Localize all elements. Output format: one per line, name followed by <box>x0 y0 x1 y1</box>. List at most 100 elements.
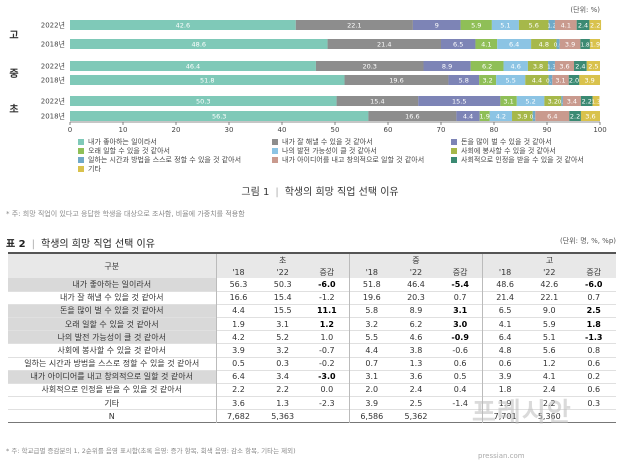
bar-segment <box>544 96 562 106</box>
sub-header: 증감 <box>304 266 350 279</box>
segment-label: 3.9 <box>517 113 527 121</box>
legend-swatch <box>272 157 278 163</box>
table-cell: 5.6 <box>542 345 556 355</box>
row-label: 일하는 시간과 방법을 스스로 정할 수 있을 것 같아서 <box>24 359 200 369</box>
table-cell: -1.3 <box>585 332 603 342</box>
table-cell: 1.8 <box>482 383 528 397</box>
bar-segment <box>456 111 480 121</box>
bar-segment <box>470 61 504 71</box>
table-cell: -1.2 <box>319 293 335 303</box>
table-cell: 1.2 <box>542 359 556 369</box>
bar-segment <box>489 111 513 121</box>
bar-segment <box>586 61 600 71</box>
bar-segment <box>576 20 590 30</box>
segment-label: 6.5 <box>453 41 463 49</box>
legend-swatch <box>451 139 457 145</box>
sub-header: 증감 <box>571 266 616 279</box>
table-cell: 6.4 <box>215 370 261 384</box>
table-cell: 0.7 <box>453 293 467 303</box>
table-row: N 7,682 5,363 6,586 5,362 7,701 5,360 <box>8 409 616 423</box>
table-cell: 0.7 <box>348 357 394 371</box>
table-cell: 0.0 <box>320 385 334 395</box>
table-number: 표 2 <box>6 239 26 250</box>
legend-label: 돈을 많이 벌 수 있을 것 같아서 <box>461 138 552 146</box>
watermark-url: pressian.com <box>478 452 525 460</box>
table-cell: 0.4 <box>453 385 467 395</box>
segment-label: 5.6 <box>529 22 539 30</box>
legend-swatch <box>451 148 457 154</box>
bar-segment <box>460 20 492 30</box>
segment-label: 2.2 <box>570 113 580 121</box>
table-cell: 4.2 <box>215 330 261 344</box>
bar-segment <box>548 61 555 71</box>
table-cell: 6.2 <box>409 319 423 329</box>
legend-swatch <box>272 148 278 154</box>
table-cell: -0.9 <box>451 332 469 342</box>
legend-item: 내가 아이디어를 내고 창의적으로 일할 것 같아서 <box>272 155 424 165</box>
table-cell: 2.5 <box>409 398 423 408</box>
bar-segment <box>554 20 577 30</box>
segment-label: 4.1 <box>561 22 571 30</box>
table-cell: 21.4 <box>482 291 528 305</box>
year-label: 2022년 <box>41 62 65 71</box>
table-cell: 8.9 <box>409 306 423 316</box>
table-cell: -0.7 <box>319 345 335 355</box>
segment-label: 5.9 <box>471 22 481 30</box>
sub-header: '22 <box>393 266 439 279</box>
segment-label: 4.8 <box>539 41 549 49</box>
table-cell: 0.5 <box>453 372 467 382</box>
segment-label: 50.3 <box>196 98 210 106</box>
table-cell: 3.1 <box>453 306 468 316</box>
table-cell: 7,682 <box>215 409 261 423</box>
legend-swatch <box>78 157 84 163</box>
x-tick-label: 10 <box>119 126 128 134</box>
legend-item: 내가 잘 해낼 수 있을 것 같아서 <box>272 137 373 147</box>
bar-segment <box>580 111 600 121</box>
bar-segment <box>496 75 526 85</box>
sub-header: 증감 <box>438 266 483 279</box>
segment-label: 6.2 <box>482 63 492 71</box>
legend-item: 사회에 봉사할 수 있을 것 같아서 <box>451 146 556 156</box>
table-heading: 표 2 | 학생의 희망 직업 선택 이유 <box>6 239 155 250</box>
table-cell: 0.6 <box>587 385 601 395</box>
figure-note: * 주: 희망 직업이 있다고 응답한 학생을 대상으로 조사함, 비율에 가중… <box>6 210 245 218</box>
legend-item: 내가 좋아하는 일이라서 <box>78 137 157 147</box>
table-row: 사회적으로 인정을 받을 수 있을 것 같아서 2.2 2.2 0.0 2.0 2.4 0.… <box>8 383 616 397</box>
bar-segment <box>327 39 441 49</box>
group-label: 초 <box>9 103 18 116</box>
table-cell: 3.9 <box>348 396 394 410</box>
table-cell: 2.4 <box>542 385 556 395</box>
bar-segment <box>412 20 461 30</box>
group-label: 중 <box>9 68 18 80</box>
legend-label: 내가 잘 해낼 수 있을 것 같아서 <box>282 138 373 146</box>
bar-segment <box>70 20 296 30</box>
sub-header-row: '18'22 증감 '18'22 증감 '18'22 증감 <box>8 266 616 279</box>
table-cell: 0.5 <box>215 357 261 371</box>
segment-label: 46.4 <box>186 63 200 71</box>
table-cell: 56.3 <box>215 278 261 292</box>
table-row: 사회에 봉사할 수 있을 것 같아서 3.9 3.2 -0.7 4.4 3.8 -0.6 4.… <box>8 343 616 357</box>
bar-segment <box>589 20 602 30</box>
table-cell: 1.2 <box>319 319 334 329</box>
segment-label: 1.9 <box>480 113 490 121</box>
legend-label: 나의 발전 가능성이 클 것 같아서 <box>282 147 377 155</box>
year-label: 2022년 <box>41 97 65 106</box>
segment-label: 4.2 <box>496 113 506 121</box>
x-tick-label: 60 <box>384 126 393 134</box>
year-label: 2018년 <box>41 112 65 121</box>
segment-label: 4.4 <box>463 113 473 121</box>
table-cell: 6.5 <box>482 304 528 318</box>
bar-segment <box>556 39 560 49</box>
table-cell: 4.4 <box>215 304 261 318</box>
table-footnote: * 주: 학교급별 증감분의 1, 2순위를 음영 표시함(초록 음영: 증가 … <box>6 447 296 455</box>
sub-header: '22 <box>527 266 572 279</box>
table-cell: 5.8 <box>348 304 394 318</box>
unit-label: (단위: %) <box>570 5 600 14</box>
table-row: 오래 일할 수 있을 것 같아서 1.9 3.1 1.2 3.2 6.2 3.0 4.1 5.9… <box>8 317 616 331</box>
level-header: 중 <box>348 251 483 267</box>
segment-label: 3.6 <box>559 63 569 71</box>
table-cell: 6.4 <box>482 330 528 344</box>
row-label: 오래 일할 수 있을 것 같아서 <box>8 317 216 331</box>
x-tick-label: 80 <box>490 126 499 134</box>
segment-label: 3.1 <box>555 77 565 85</box>
